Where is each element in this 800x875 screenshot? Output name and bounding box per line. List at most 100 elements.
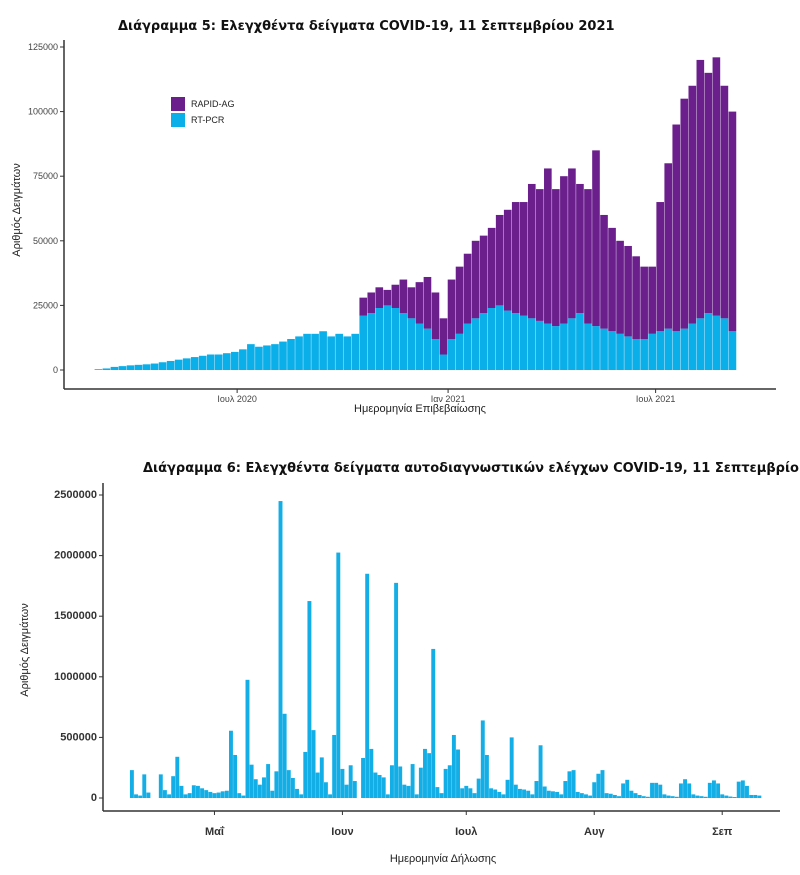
bar-value-35	[274, 771, 279, 798]
bar-value-112	[592, 782, 597, 798]
bar-rapid-ag-61	[584, 189, 592, 324]
bar-rt-pcr-50	[495, 305, 504, 370]
bar-value-82	[468, 788, 473, 798]
bar-value-60	[377, 774, 382, 798]
bar-rapid-ag-47	[471, 240, 480, 319]
bar-rt-pcr-26	[303, 333, 311, 370]
bar-value-100	[542, 786, 547, 798]
bar-value-105	[563, 781, 568, 798]
bar-value-120	[625, 779, 630, 798]
y-tick-label: 125000	[28, 42, 58, 52]
bar-rt-pcr-0	[94, 369, 103, 370]
bar-value-75	[439, 793, 444, 798]
bar-value-113	[596, 773, 601, 798]
bar-value-72	[427, 753, 432, 798]
bar-rapid-ag-74	[688, 85, 697, 324]
bar-rt-pcr-37	[391, 307, 400, 370]
bar-value-56	[361, 758, 366, 798]
bar-rt-pcr-32	[351, 333, 360, 370]
bar-rt-pcr-74	[688, 323, 697, 370]
bar-value-124	[641, 796, 646, 798]
bar-rt-pcr-71	[664, 328, 673, 370]
bar-rt-pcr-55	[536, 320, 544, 370]
chart-5-title: Διάγραμμα 5: Ελεγχθέντα δείγματα COVID-1…	[118, 19, 615, 34]
bar-rt-pcr-66	[624, 336, 632, 370]
bar-value-152	[757, 795, 762, 798]
bar-value-42	[303, 751, 308, 798]
bar-value-40	[295, 788, 299, 798]
bar-rt-pcr-16	[222, 353, 231, 370]
y-tick-label: 0	[53, 365, 58, 375]
bar-rapid-ag-56	[544, 168, 552, 324]
bar-value-118	[617, 796, 621, 798]
bar-value-13	[183, 794, 188, 798]
bar-value-98	[534, 781, 539, 798]
bar-rt-pcr-38	[399, 313, 408, 370]
bar-rt-pcr-25	[295, 336, 303, 370]
bar-rt-pcr-1	[102, 368, 111, 370]
bar-rapid-ag-79	[728, 111, 737, 332]
bar-value-110	[584, 794, 588, 798]
bar-rt-pcr-68	[640, 338, 648, 370]
bar-rt-pcr-79	[728, 331, 737, 370]
bar-rt-pcr-3	[118, 366, 127, 370]
bar-value-0	[129, 770, 134, 798]
bar-value-15	[191, 785, 196, 798]
legend-label-rapid-ag: RAPID-AG	[191, 99, 235, 109]
bar-rt-pcr-75	[696, 318, 705, 370]
bar-rt-pcr-76	[704, 313, 713, 370]
bar-rt-pcr-47	[471, 318, 480, 370]
bar-rapid-ag-45	[455, 266, 464, 334]
bar-value-24	[229, 730, 233, 798]
bar-value-33	[266, 764, 271, 798]
bar-value-11	[175, 756, 180, 798]
bar-value-136	[691, 794, 696, 798]
bar-value-139	[703, 796, 708, 798]
bar-rapid-ag-36	[383, 289, 392, 306]
bar-rt-pcr-46	[463, 323, 472, 370]
bar-value-97	[530, 794, 535, 798]
bar-value-49	[332, 734, 337, 798]
bar-value-141	[711, 780, 716, 798]
bar-rt-pcr-57	[552, 326, 560, 370]
x-tick-label: Ιουλ 2021	[636, 394, 675, 404]
bar-rapid-ag-76	[704, 72, 713, 314]
bar-rapid-ag-48	[479, 235, 488, 314]
bar-value-41	[299, 794, 304, 798]
bar-value-125	[645, 796, 650, 798]
bar-rapid-ag-69	[648, 266, 656, 334]
bar-value-70	[418, 767, 423, 798]
x-tick-label: Μαΐ	[205, 826, 225, 838]
chart-5-x-label: Ημερομηνία Επιβεβαίωσης	[354, 403, 486, 415]
bar-value-147	[736, 781, 741, 798]
bar-rapid-ag-53	[519, 202, 528, 316]
bar-value-37	[282, 713, 287, 798]
bar-value-10	[171, 776, 176, 798]
bar-value-21	[216, 792, 221, 798]
bar-rt-pcr-61	[584, 323, 592, 370]
bar-value-36	[278, 501, 283, 798]
bar-rt-pcr-5	[134, 364, 143, 370]
bar-value-68	[410, 764, 415, 798]
bar-rapid-ag-42	[431, 292, 440, 339]
bar-rapid-ag-38	[399, 279, 408, 314]
bar-rapid-ag-35	[375, 287, 384, 308]
bar-rt-pcr-10	[174, 359, 183, 370]
chart-6: Διάγραμμα 6: Ελεγχθέντα δείγματα αυτοδια…	[19, 461, 800, 865]
bar-value-151	[753, 794, 758, 798]
y-tick-label: 1000000	[54, 671, 97, 683]
bar-value-89	[497, 791, 502, 798]
bar-rt-pcr-45	[455, 333, 464, 370]
bar-value-121	[629, 790, 634, 798]
bar-rapid-ag-55	[536, 189, 544, 321]
bar-value-135	[687, 783, 692, 798]
bar-rapid-ag-65	[616, 240, 624, 334]
y-tick-label: 25000	[33, 300, 58, 310]
bar-value-25	[233, 754, 238, 798]
chart-5: Διάγραμμα 5: Ελεγχθέντα δείγματα COVID-1…	[11, 19, 776, 415]
bar-value-150	[749, 794, 754, 798]
bar-rt-pcr-53	[519, 315, 528, 370]
bar-value-107	[571, 770, 576, 798]
bar-rapid-ag-78	[720, 85, 729, 319]
bar-value-3	[142, 774, 147, 798]
